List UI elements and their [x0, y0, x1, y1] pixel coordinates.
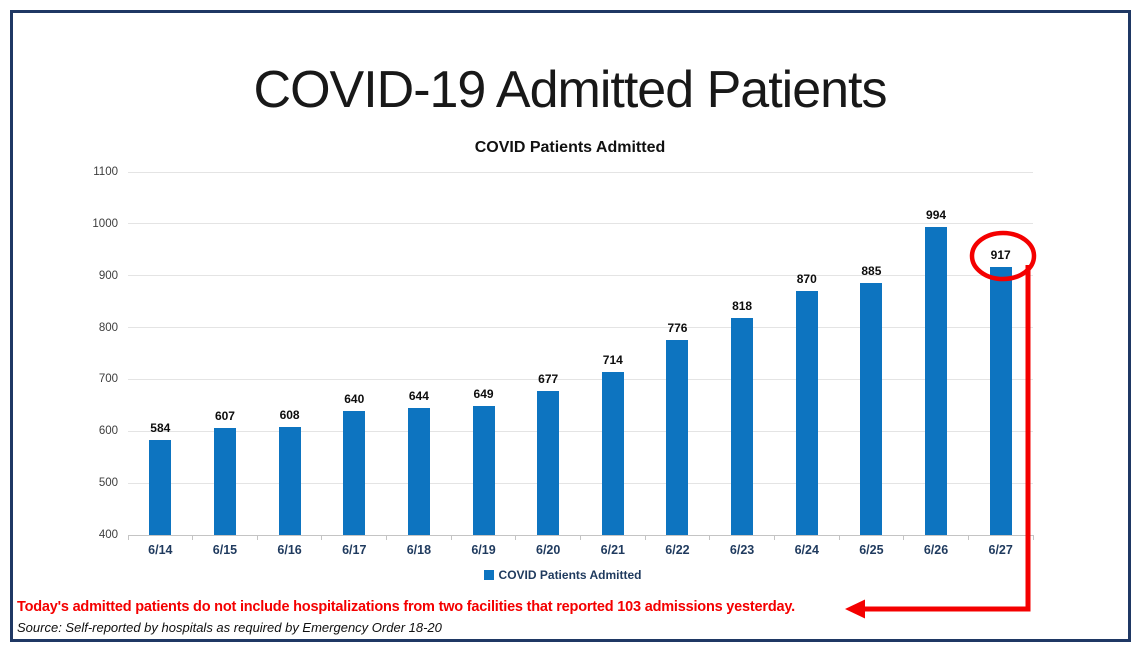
gridline	[128, 223, 1033, 225]
bar-value-label: 818	[732, 299, 753, 314]
gridline	[128, 430, 1033, 432]
page-title: COVID-19 Admitted Patients	[253, 61, 888, 119]
bar-value-label: 885	[861, 264, 882, 279]
bar-value-label: 649	[473, 386, 494, 401]
bar	[278, 427, 301, 535]
y-axis-label: 400	[98, 529, 118, 541]
bar	[407, 408, 430, 535]
y-axis-label: 600	[98, 425, 118, 438]
bar-value-label: 994	[926, 207, 947, 222]
x-axis-label: 6/15	[212, 543, 238, 557]
x-axis-label: 6/16	[277, 543, 302, 557]
x-axis-label: 6/18	[406, 543, 432, 557]
bar	[472, 405, 495, 535]
x-axis-tick	[838, 535, 840, 540]
x-axis-tick	[903, 535, 905, 540]
x-axis-tick	[386, 535, 388, 540]
gridline	[128, 378, 1033, 380]
bar-value-label: 607	[214, 408, 235, 423]
x-axis-label: 6/17	[342, 543, 367, 557]
y-axis-label: 1100	[93, 166, 118, 178]
x-axis-tick	[773, 535, 775, 540]
chart-title: COVID Patients Admitted	[474, 139, 666, 156]
y-axis-label: 700	[98, 373, 118, 386]
x-axis-tick	[709, 535, 711, 540]
bar	[989, 266, 1012, 535]
bar-value-label: 584	[150, 420, 171, 435]
chart-plot-area: 400 500 600 700 800 900 1000 1100 584 6/14 607 6/15…	[92, 166, 1034, 557]
x-axis-label: 6/25	[859, 543, 884, 557]
x-axis-tick	[580, 535, 581, 540]
annotation-note-text: Today's admitted patients do not include…	[17, 599, 795, 615]
x-axis-label: 6/23	[729, 543, 755, 557]
x-axis-tick	[644, 535, 646, 540]
bar	[860, 283, 883, 535]
bar-value-label: 644	[408, 389, 429, 404]
bar	[925, 226, 948, 535]
x-axis-tick	[967, 535, 969, 540]
bar	[213, 427, 236, 535]
bar	[601, 372, 624, 535]
bar	[795, 291, 818, 535]
x-axis-tick	[1032, 535, 1034, 540]
legend: COVID Patients Admitted	[110, 568, 1015, 582]
gridline	[128, 171, 1033, 173]
bar	[343, 410, 366, 535]
bar-value-label: 714	[602, 353, 623, 368]
bar-value-label: 870	[796, 272, 817, 287]
x-axis-label: 6/24	[794, 543, 819, 557]
x-axis-label: 6/27	[988, 543, 1013, 557]
x-axis-label: 6/14	[148, 543, 173, 557]
x-axis-tick	[256, 535, 258, 540]
x-axis-tick	[321, 535, 323, 540]
bar-value-label: 677	[538, 372, 559, 387]
y-axis-label: 900	[98, 269, 118, 282]
x-axis-tick	[515, 535, 517, 540]
legend-label: COVID Patients Admitted	[498, 568, 642, 582]
x-axis-tick	[127, 535, 129, 540]
y-axis-label: 800	[98, 321, 118, 334]
gridline	[128, 482, 1033, 484]
legend-series-swatch-icon	[483, 570, 494, 580]
bar-value-label: 776	[667, 321, 688, 336]
bar-value-label: 917	[990, 247, 1011, 262]
source-text: Source: Self-reported by hospitals as re…	[17, 620, 442, 635]
x-axis-label: 6/26	[923, 543, 949, 557]
x-axis-label: 6/19	[471, 543, 496, 557]
bar-value-label: 608	[279, 408, 300, 423]
x-axis-tick	[192, 535, 194, 540]
gridline	[128, 327, 1033, 329]
x-axis-tick	[450, 535, 452, 540]
gridline	[128, 275, 1033, 277]
bar	[149, 439, 172, 535]
bar-value-label: 640	[344, 391, 365, 406]
bar	[666, 340, 689, 535]
x-axis-label: 6/20	[536, 543, 561, 557]
x-axis-label: 6/21	[600, 543, 625, 557]
y-axis-label: 1000	[92, 217, 118, 230]
bar	[537, 391, 560, 535]
bar	[731, 318, 754, 535]
x-axis-label: 6/22	[665, 543, 690, 557]
y-axis-label: 500	[98, 477, 118, 490]
